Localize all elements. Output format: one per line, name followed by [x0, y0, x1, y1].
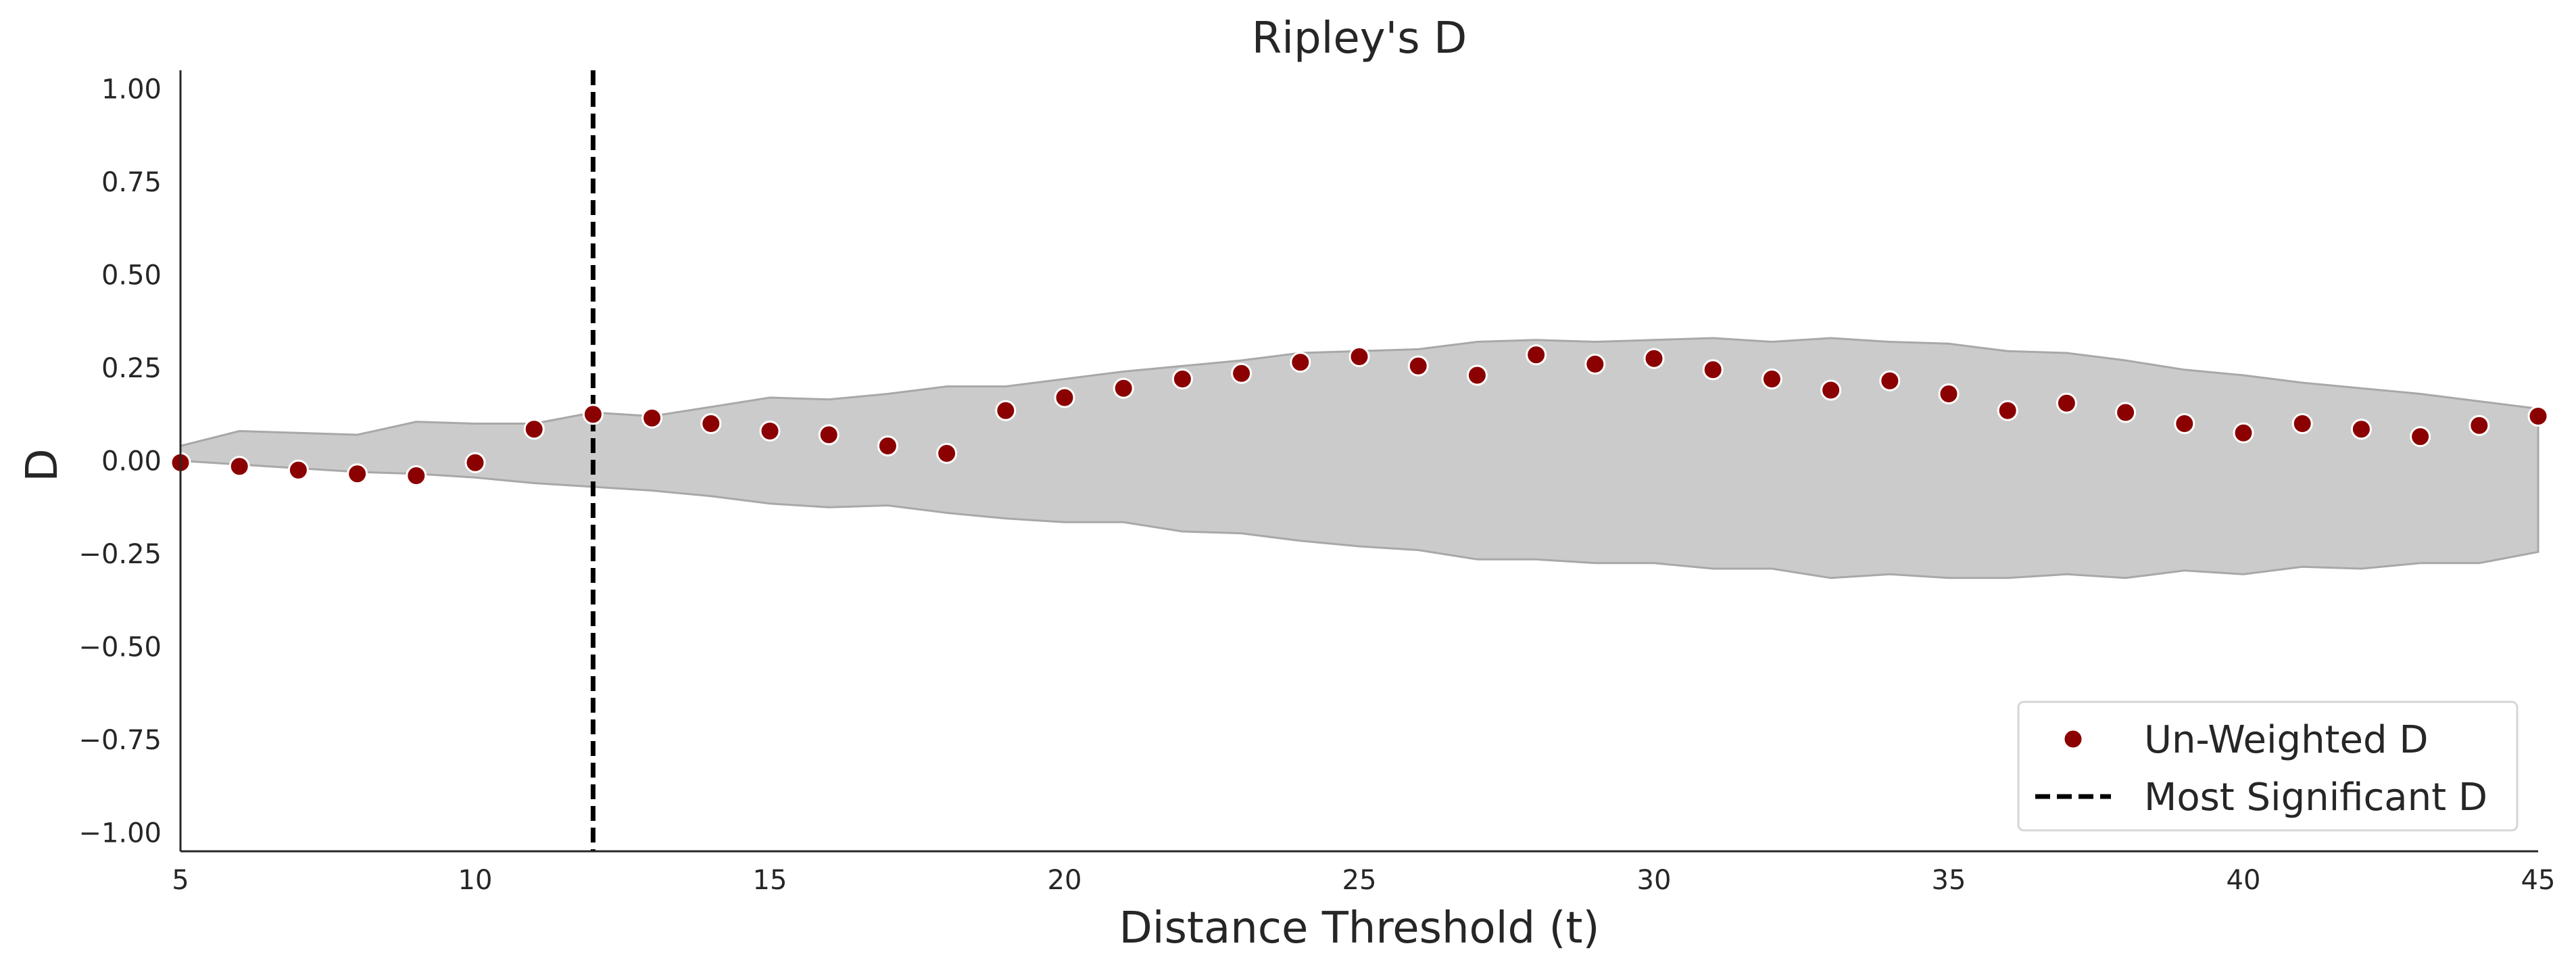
- data-point: [2527, 406, 2549, 427]
- y-tick-label: −0.50: [78, 632, 162, 663]
- data-point: [877, 435, 898, 456]
- data-point: [1702, 359, 1724, 381]
- data-point: [2174, 413, 2195, 434]
- data-point: [1054, 387, 1075, 408]
- data-point: [1348, 346, 1370, 367]
- y-tick-label: 0.25: [101, 353, 162, 384]
- data-point: [2350, 419, 2372, 440]
- x-tick-label: 15: [753, 865, 787, 896]
- x-tick-label: 10: [458, 865, 493, 896]
- data-point: [641, 407, 663, 429]
- x-tick-label: 5: [172, 865, 189, 896]
- y-tick-label: 0.00: [101, 446, 162, 477]
- y-axis-label: D: [18, 448, 68, 481]
- data-point: [995, 400, 1017, 421]
- data-point: [1407, 355, 1429, 377]
- data-point: [1584, 354, 1606, 375]
- data-point: [936, 443, 958, 464]
- y-tick-label: −0.25: [78, 539, 162, 570]
- x-axis-label: Distance Threshold (t): [1119, 903, 1600, 953]
- legend-marker-points: [2062, 728, 2084, 750]
- data-point: [759, 421, 781, 442]
- data-point: [1938, 383, 1960, 404]
- data-point: [1526, 344, 1547, 366]
- axes: 5 10 15 20 25 30 35 40 45 1.00 0.75 0.50 0.25 0.00 −0.…: [78, 70, 2555, 896]
- data-point: [2469, 414, 2490, 436]
- chart-title: Ripley's D: [1252, 14, 1467, 64]
- plot-area: [170, 70, 2549, 851]
- data-point: [818, 424, 840, 446]
- data-point: [523, 419, 545, 440]
- x-tick-label: 35: [1932, 865, 1966, 896]
- legend: Un-Weighted D Most Significant D: [2017, 701, 2519, 832]
- data-point: [1113, 377, 1134, 399]
- data-point: [1231, 362, 1253, 384]
- data-point: [1290, 352, 1311, 373]
- data-point: [2056, 392, 2077, 414]
- x-tick-label: 45: [2521, 865, 2556, 896]
- data-point: [2233, 422, 2254, 444]
- data-point: [287, 459, 309, 481]
- legend-frame: [2017, 701, 2519, 832]
- data-point: [582, 404, 604, 425]
- data-point: [464, 452, 486, 473]
- data-point: [228, 456, 250, 477]
- x-tick-label: 25: [1342, 865, 1377, 896]
- y-tick-label: −0.75: [78, 725, 162, 756]
- data-point: [2115, 402, 2137, 423]
- data-point: [1879, 370, 1901, 391]
- legend-label-points: Un-Weighted D: [2144, 718, 2428, 762]
- x-tick-label: 40: [2227, 865, 2261, 896]
- y-tick-label: 1.00: [101, 74, 162, 105]
- data-point: [347, 463, 368, 485]
- data-point: [1761, 369, 1782, 389]
- y-tick-label: −1.00: [78, 818, 162, 849]
- data-point: [1171, 369, 1193, 389]
- data-point: [1466, 364, 1488, 386]
- x-tick-label: 20: [1048, 865, 1082, 896]
- y-tick-label: 0.75: [101, 167, 162, 198]
- data-point: [2410, 426, 2431, 448]
- legend-label-vline: Most Significant D: [2144, 776, 2487, 820]
- x-tick-label: 30: [1637, 865, 1672, 896]
- data-point: [1820, 379, 1842, 401]
- data-point: [1997, 400, 2018, 421]
- y-tick-label: 0.50: [101, 260, 162, 291]
- simulation-envelope: [179, 337, 2539, 579]
- data-point: [2291, 413, 2313, 434]
- data-point: [700, 413, 722, 434]
- data-point: [1643, 348, 1665, 369]
- data-point: [406, 465, 427, 486]
